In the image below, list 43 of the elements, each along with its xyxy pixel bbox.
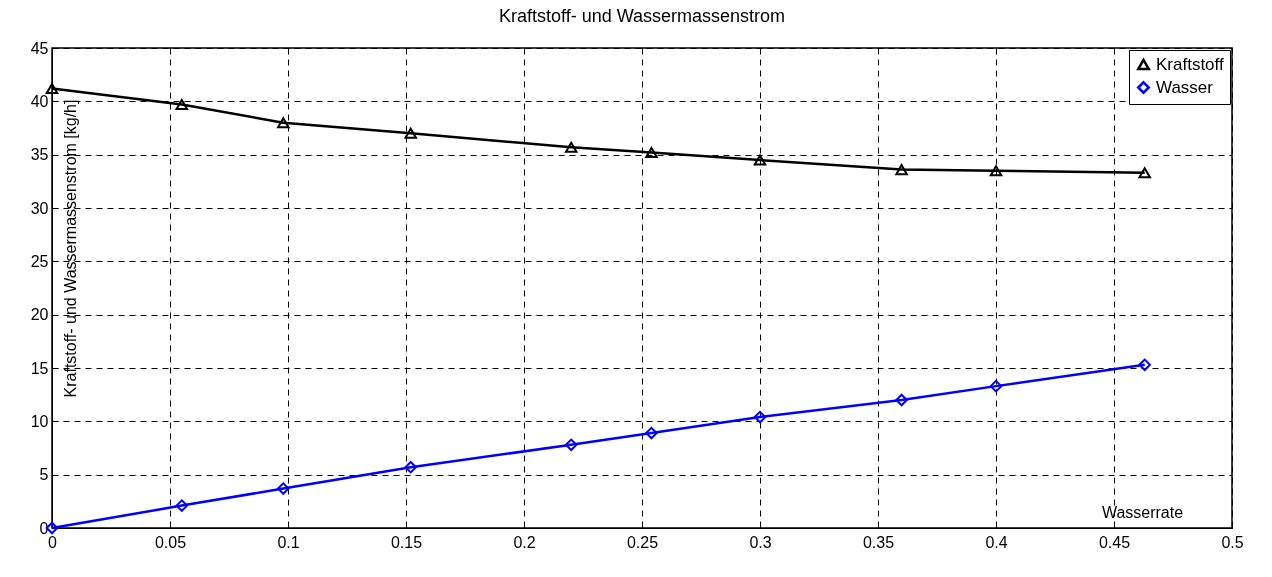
- point: [277, 482, 290, 495]
- y-tick-label: 35: [30, 146, 49, 164]
- point: [895, 393, 908, 407]
- point: [1138, 167, 1151, 179]
- point: [45, 82, 59, 95]
- y-tick-label: 15: [30, 359, 49, 377]
- point: [1138, 358, 1151, 372]
- y-tick-label: 45: [30, 39, 49, 57]
- x-tick-label: 0.2: [513, 533, 536, 551]
- point: [175, 98, 189, 111]
- legend-label: Wasser: [1156, 77, 1214, 97]
- y-tick-label: 25: [30, 252, 49, 270]
- y-tick-label: 0: [39, 519, 49, 537]
- y-tick-label: 40: [30, 92, 49, 110]
- point: [989, 379, 1003, 393]
- y-tick-label: 10: [30, 412, 49, 430]
- x-tick-label: 0.5: [1221, 533, 1244, 551]
- point: [989, 165, 1003, 177]
- x-tick-label: 0.1: [277, 533, 300, 551]
- x-tick-label: 0.25: [626, 533, 659, 551]
- chart-title: Kraftstoff- und Wassermassenstrom: [498, 6, 786, 26]
- point: [564, 438, 578, 452]
- x-tick-label: 0.3: [749, 533, 772, 551]
- x-tick-label: 0.35: [862, 533, 895, 551]
- point: [404, 127, 417, 139]
- point: [277, 117, 290, 129]
- point: [645, 146, 658, 159]
- point: [564, 141, 578, 153]
- point: [895, 164, 908, 176]
- point: [404, 460, 417, 474]
- legend-label: Kraftstoff: [1156, 54, 1224, 74]
- point: [753, 410, 767, 424]
- y-tick-label: 20: [30, 306, 49, 324]
- y-tick-label: 30: [30, 199, 49, 217]
- x-tick-label: 0.15: [390, 533, 423, 551]
- y-tick-label: 5: [39, 466, 49, 484]
- point: [645, 426, 658, 440]
- point: [753, 154, 767, 166]
- x-tick-label: 0.05: [154, 533, 187, 551]
- x-tick-label: 0.4: [985, 533, 1008, 551]
- point: [175, 499, 189, 512]
- x-axis-title: Wasserrate: [1101, 503, 1184, 521]
- x-tick-label: 0.45: [1098, 533, 1131, 551]
